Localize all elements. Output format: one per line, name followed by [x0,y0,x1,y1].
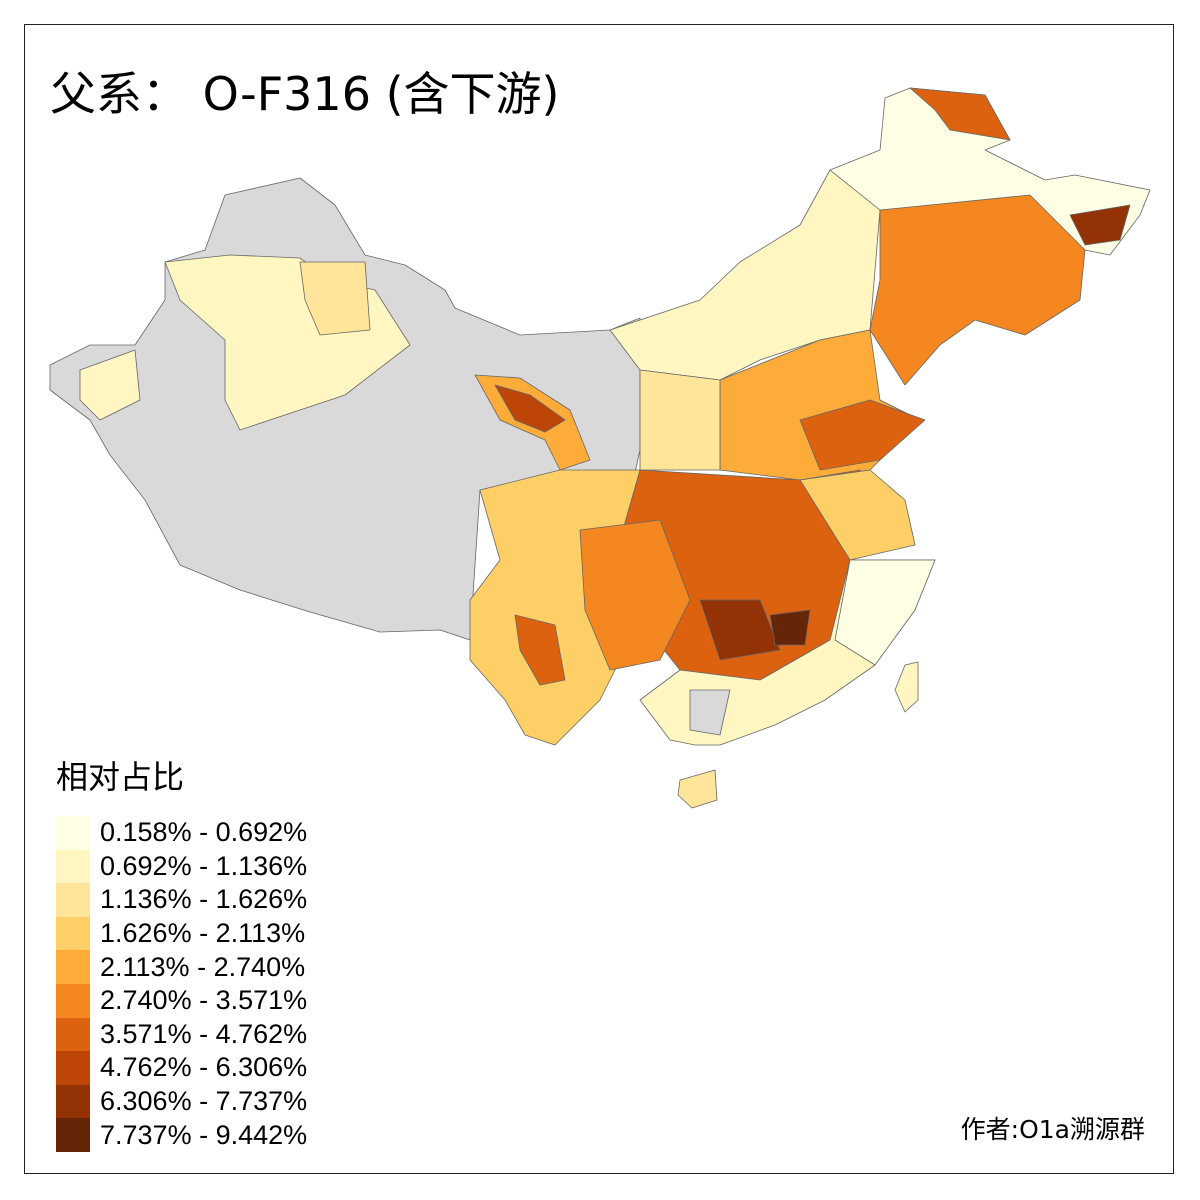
region-hunan-dark [699,599,781,661]
legend-item: 2.740% - 3.571% [56,983,308,1018]
legend-item: 7.737% - 9.442% [56,1118,307,1152]
region-taiwan [894,661,919,713]
legend-swatch [56,883,90,917]
region-shaanxi-shanxi [639,369,721,471]
legend-item: 0.692% - 1.136% [56,849,308,884]
legend-swatch [56,1084,90,1119]
legend-item: 6.306% - 7.737% [56,1084,308,1119]
legend-label: 2.113% - 2.740% [100,951,306,982]
legend-swatch [56,816,90,850]
region-fujian [834,559,936,666]
legend-swatch [56,1017,90,1052]
legend-swatch [56,1118,90,1152]
region-xinjiang-west [79,349,141,421]
legend-item: 4.762% - 6.306% [56,1051,307,1085]
legend-label: 6.306% - 7.737% [100,1086,308,1117]
author-credit: 作者:O1a溯源群 [960,1115,1145,1144]
legend-item: 1.136% - 1.626% [56,883,307,917]
legend-item: 0.158% - 0.692% [56,816,307,850]
legend-swatch [56,1051,90,1085]
legend-label: 1.626% - 2.113% [100,918,306,949]
region-hainan [677,769,718,809]
map-title: 父系： O-F316 (含下游) [50,67,560,121]
legend-item: 2.113% - 2.740% [56,950,307,984]
legend-label: 3.571% - 4.762% [100,1018,308,1049]
legend-title: 相对占比 [56,758,185,796]
map-frame [24,24,1174,1174]
region-yunnan-dark [514,614,566,686]
region-guangxi-nodata [689,689,731,736]
region-heilongjiang-north [909,87,1011,141]
legend-label: 2.740% - 3.571% [100,985,308,1016]
legend-swatch [56,849,90,884]
legend-label: 1.136% - 1.626% [100,884,308,915]
region-shandong [799,399,926,471]
region-gansu-dark [494,384,566,433]
legend-item: 1.626% - 2.113% [56,916,307,951]
region-chongqing-guizhou [579,519,691,671]
region-xinjiang-urumqi [299,261,371,336]
region-northeast [869,194,1086,386]
legend-label: 4.762% - 6.306% [100,1052,308,1083]
legend-item: 3.571% - 4.762% [56,1017,308,1052]
legend-swatch [56,950,90,984]
legend-label: 7.737% - 9.442% [100,1119,308,1150]
region-northeast-east [1069,204,1131,246]
legend: 相对占比 0.158% - 0.692% 0.692% - 1.136% 1.136… [56,752,307,1152]
legend-label: 0.692% - 1.136% [100,850,308,881]
region-jiangsu-anhui [799,469,916,561]
region-hunan-darkest [769,609,811,646]
legend-label: 0.158% - 0.692% [100,817,308,848]
legend-swatch [56,916,90,951]
legend-swatch [56,983,90,1018]
